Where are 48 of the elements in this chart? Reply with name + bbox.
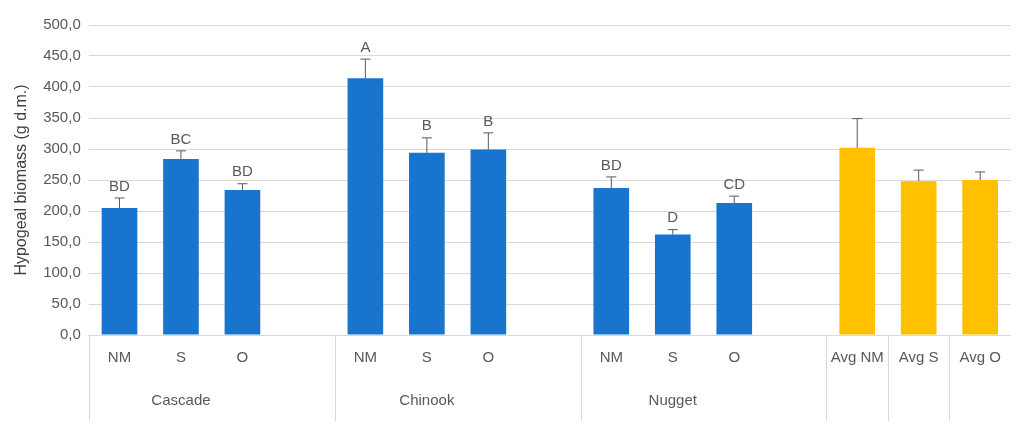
data-label: BD — [600, 155, 622, 173]
bar — [900, 181, 937, 335]
y-tick-label: 500,0 — [43, 15, 81, 33]
text: Cascade — [151, 391, 211, 409]
text: Nugget — [648, 391, 698, 409]
bar — [101, 207, 138, 335]
data-label: D — [667, 208, 679, 226]
y-tick-label: 200,0 — [43, 201, 81, 219]
bar — [347, 78, 384, 335]
data-label: BC — [170, 129, 192, 147]
bar — [409, 152, 445, 335]
x-tick-label: S — [175, 348, 186, 366]
x-tick-label: O — [482, 348, 495, 366]
data-label: CD — [723, 174, 746, 192]
bar — [163, 158, 199, 335]
bar — [839, 147, 876, 335]
x-tick-label: NM — [107, 348, 132, 366]
y-tick-label: 300,0 — [43, 139, 81, 157]
bar — [716, 202, 753, 335]
y-tick-label: 0,0 — [59, 325, 81, 343]
y-tick-label: 100,0 — [43, 263, 81, 281]
y-tick-label: 250,0 — [43, 170, 81, 188]
x-tick-label: O — [728, 348, 741, 366]
x-tick-label: O — [236, 348, 249, 366]
data-label: B — [483, 111, 494, 129]
bar — [654, 234, 691, 335]
x-tick-label: NM — [353, 348, 378, 366]
bar — [593, 188, 630, 335]
x-tick-label: Avg S — [898, 348, 939, 366]
y-tick-label: 150,0 — [43, 232, 81, 250]
data-label: BD — [232, 162, 254, 180]
x-tick-label: Avg NM — [830, 348, 884, 366]
bar — [470, 149, 507, 335]
x-tick-label: S — [421, 348, 432, 366]
data-label: B — [421, 116, 432, 134]
x-tick-label: S — [667, 348, 678, 366]
x-tick-label: NM — [599, 348, 623, 366]
y-tick-label: 400,0 — [43, 77, 81, 95]
y-tick-label: 450,0 — [43, 46, 81, 64]
data-label: A — [360, 37, 371, 55]
x-tick-label: Avg O — [959, 348, 1001, 366]
y-axis-title: Hypogeal biomass (g d.m.) — [12, 84, 30, 276]
bar — [224, 189, 261, 335]
y-tick-label: 350,0 — [43, 108, 81, 126]
y-tick-label: 50,0 — [51, 294, 81, 312]
data-label: BD — [109, 176, 131, 194]
bar — [962, 180, 998, 335]
text: Chinook — [399, 391, 455, 409]
